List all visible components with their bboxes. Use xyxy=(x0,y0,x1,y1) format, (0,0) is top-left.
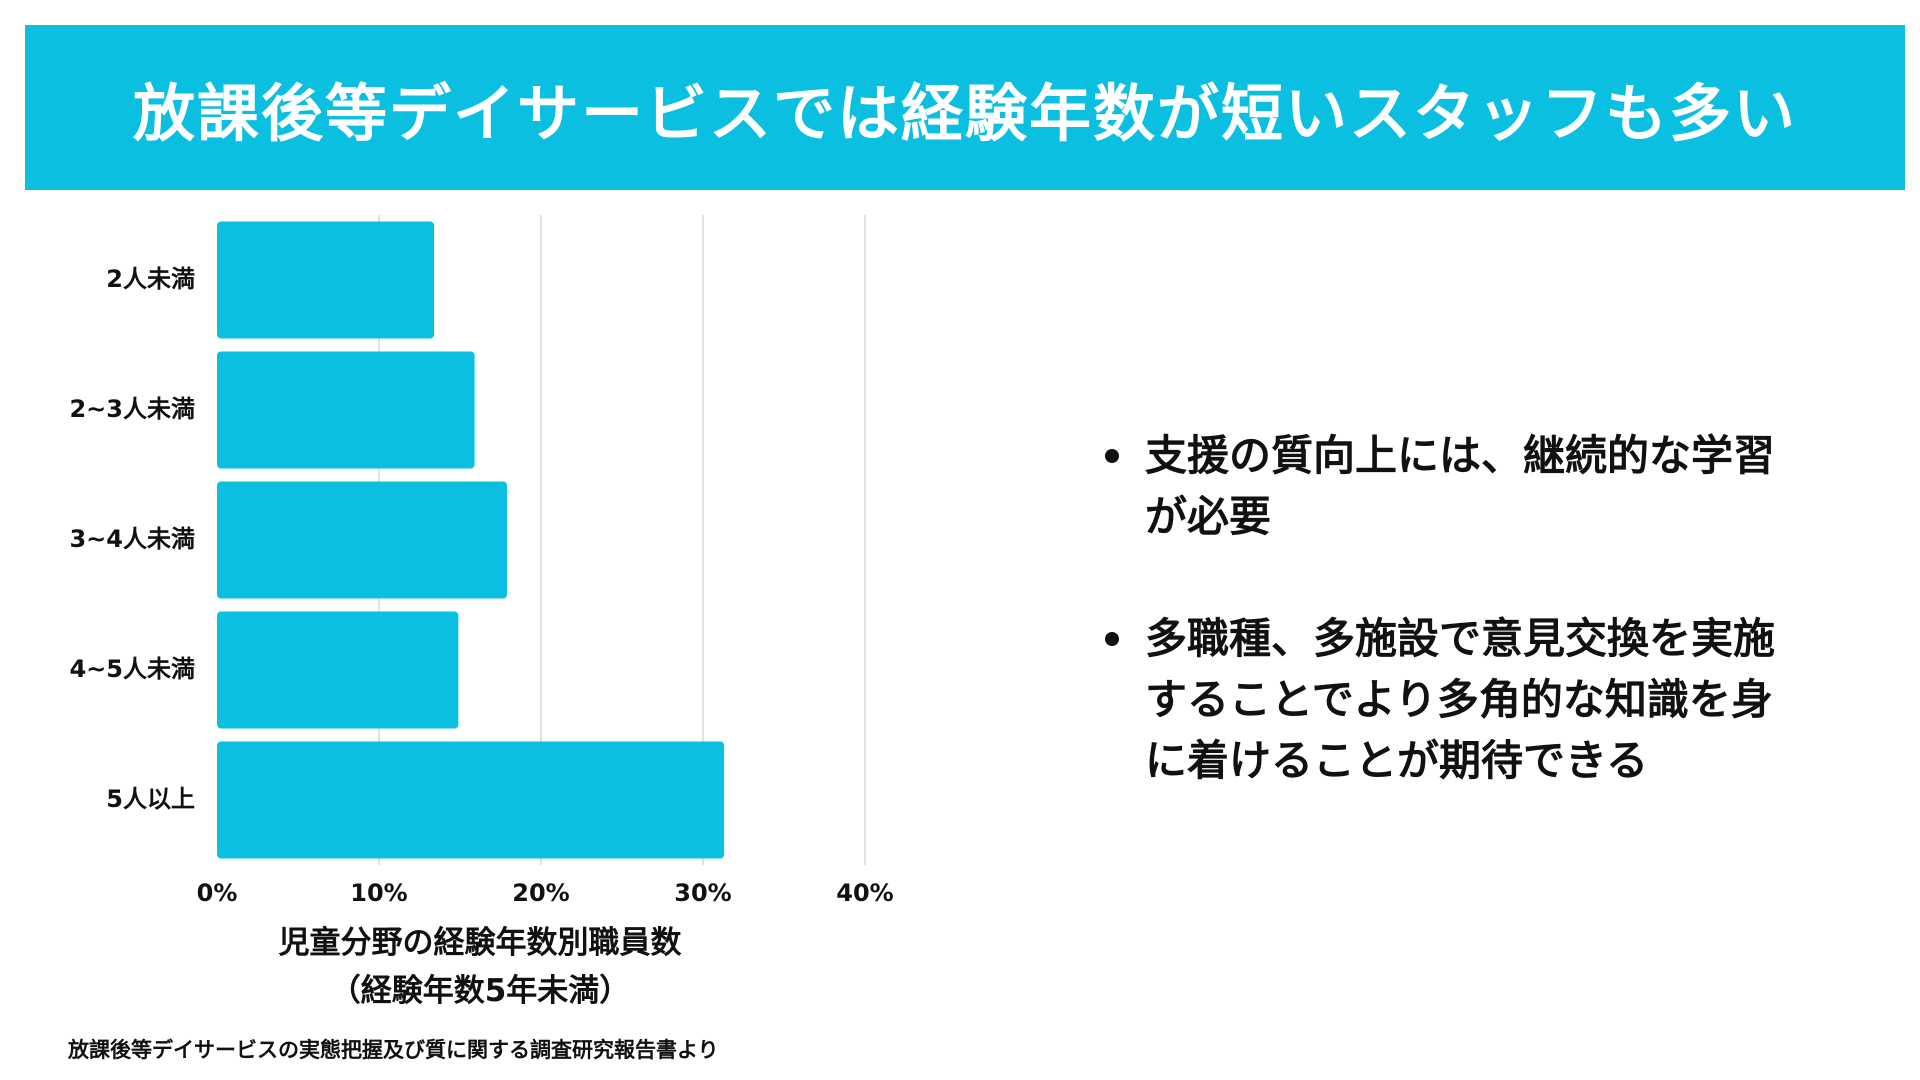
x-tick-label: 0% xyxy=(197,879,238,907)
category-label: 2~3人未満 xyxy=(69,395,195,423)
x-tick-label: 20% xyxy=(512,879,569,907)
bullet-dot-icon xyxy=(1105,632,1119,646)
bullet-item: 多職種、多施設で意見交換を実施することでより多角的な知識を身に着けることが期待で… xyxy=(1105,608,1825,791)
chart-caption: 児童分野の経験年数別職員数 xyxy=(278,925,682,961)
title-banner: 放課後等デイサービスでは経験年数が短いスタッフも多い xyxy=(25,25,1905,190)
bullet-item: 支援の質向上には、継続的な学習が必要 xyxy=(1105,425,1825,547)
page-title: 放課後等デイサービスでは経験年数が短いスタッフも多い xyxy=(132,76,1797,150)
category-label: 2人未満 xyxy=(106,265,195,293)
bar xyxy=(217,221,435,339)
bullet-text: 多職種、多施設で意見交換を実施することでより多角的な知識を身に着けることが期待で… xyxy=(1145,614,1776,785)
bullet-list: 支援の質向上には、継続的な学習が必要 多職種、多施設で意見交換を実施することでよ… xyxy=(1105,425,1825,852)
x-tick-label: 40% xyxy=(836,879,893,907)
chart-caption-sub: （経験年数5年未満） xyxy=(329,973,631,1009)
category-label: 4~5人未満 xyxy=(69,655,195,683)
bullet-text: 支援の質向上には、継続的な学習が必要 xyxy=(1145,431,1776,541)
source-note: 放課後等デイサービスの実態把握及び質に関する調査研究報告書より xyxy=(68,1038,719,1062)
bar xyxy=(217,351,475,469)
x-tick-label: 10% xyxy=(350,879,407,907)
category-label: 5人以上 xyxy=(106,785,195,813)
bar xyxy=(217,741,725,859)
bar xyxy=(217,481,507,599)
x-tick-label: 30% xyxy=(674,879,731,907)
bar xyxy=(217,611,459,729)
bullet-dot-icon xyxy=(1105,449,1119,463)
category-label: 3~4人未満 xyxy=(69,525,195,553)
